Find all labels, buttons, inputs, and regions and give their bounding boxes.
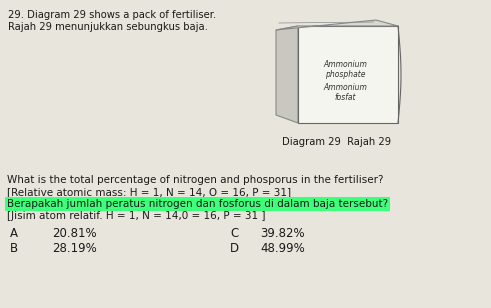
- Text: Berapakah jumlah peratus nitrogen dan fosforus di dalam baja tersebut?: Berapakah jumlah peratus nitrogen dan fo…: [7, 199, 388, 209]
- Text: 39.82%: 39.82%: [260, 227, 304, 240]
- Text: Ammonium: Ammonium: [323, 60, 367, 69]
- Text: fosfat: fosfat: [334, 93, 356, 102]
- Text: D: D: [230, 242, 239, 255]
- Text: What is the total percentage of nitrogen and phosporus in the fertiliser?: What is the total percentage of nitrogen…: [7, 175, 383, 185]
- Text: Rajah 29 menunjukkan sebungkus baja.: Rajah 29 menunjukkan sebungkus baja.: [8, 22, 208, 32]
- Polygon shape: [276, 26, 298, 123]
- Text: 29. Diagram 29 shows a pack of fertiliser.: 29. Diagram 29 shows a pack of fertilise…: [8, 10, 216, 20]
- Text: [Relative atomic mass: H = 1, N = 14, O = 16, P = 31]: [Relative atomic mass: H = 1, N = 14, O …: [7, 187, 291, 197]
- Text: 28.19%: 28.19%: [52, 242, 97, 255]
- Text: [Jisim atom relatif. H = 1, N = 14,0 = 16, P = 31 ]: [Jisim atom relatif. H = 1, N = 14,0 = 1…: [7, 211, 266, 221]
- Text: 48.99%: 48.99%: [260, 242, 305, 255]
- Polygon shape: [298, 26, 398, 123]
- Text: A: A: [10, 227, 18, 240]
- Text: Diagram 29  Rajah 29: Diagram 29 Rajah 29: [282, 137, 391, 147]
- Text: phosphate: phosphate: [325, 70, 365, 79]
- Text: C: C: [230, 227, 238, 240]
- Text: 20.81%: 20.81%: [52, 227, 97, 240]
- Text: Ammonium: Ammonium: [323, 83, 367, 92]
- Polygon shape: [276, 20, 398, 30]
- Text: B: B: [10, 242, 18, 255]
